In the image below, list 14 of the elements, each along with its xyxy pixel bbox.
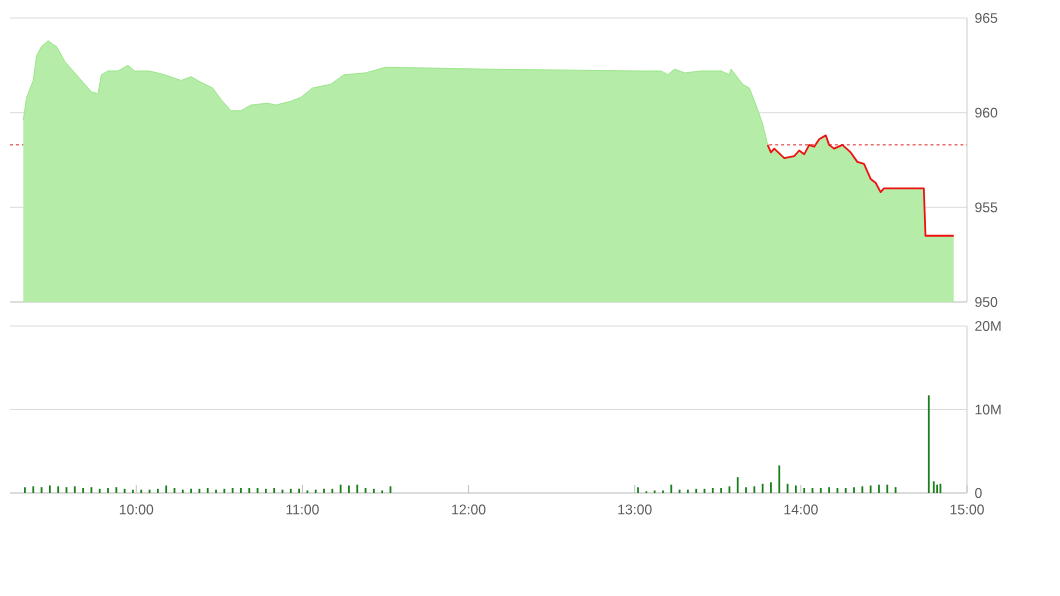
x-tick-label: 15:00 xyxy=(950,504,984,515)
x-tick-label: 14:00 xyxy=(784,504,818,515)
x-tick-label: 13:00 xyxy=(618,504,652,515)
y-tick-label: 20M xyxy=(975,321,1001,331)
x-tick-label: 10:00 xyxy=(119,504,154,515)
x-tick-label: 11:00 xyxy=(286,504,319,515)
y-tick-label: 965 xyxy=(975,13,998,23)
y-tick-label: 950 xyxy=(975,297,998,307)
line-series xyxy=(766,134,955,237)
y-tick-label: 955 xyxy=(975,202,998,213)
y-tick-label: 960 xyxy=(975,107,998,118)
x-tick-label: 12:00 xyxy=(452,504,486,515)
y-tick-label: 0 xyxy=(975,488,982,498)
y-tick-label: 10M xyxy=(975,404,1001,415)
